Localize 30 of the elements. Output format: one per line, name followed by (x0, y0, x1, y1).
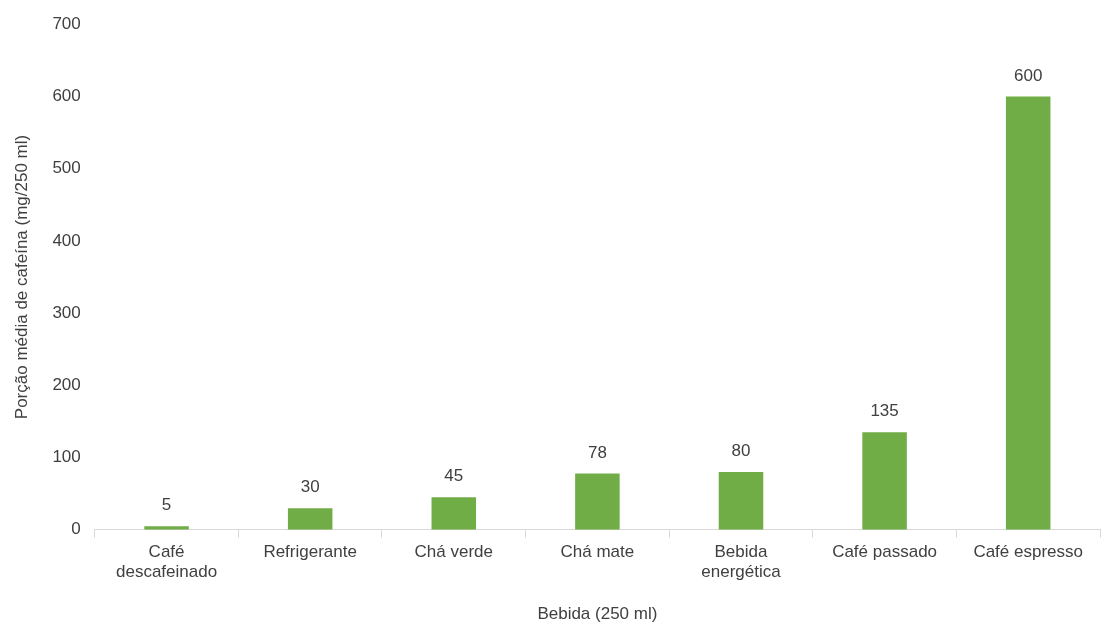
y-tick-label: 0 (71, 519, 81, 539)
x-tick-label: Refrigerante (263, 541, 357, 561)
data-label: 5 (161, 495, 172, 515)
y-tick-label: 500 (52, 158, 81, 178)
data-label: 78 (587, 442, 607, 462)
x-tick-label: Chá verde (414, 541, 493, 561)
y-tick-label: 600 (52, 86, 81, 106)
bar (862, 432, 907, 530)
x-axis-title: Bebida (250 ml) (537, 604, 658, 624)
bar (1005, 96, 1051, 530)
x-tick-label: Café passado (832, 541, 938, 561)
y-tick-label: 100 (52, 447, 81, 467)
data-label: 135 (870, 401, 899, 421)
bar (718, 472, 764, 530)
x-tick-label: Bebida energética (701, 541, 782, 582)
bar (287, 508, 333, 530)
data-label: 600 (1014, 65, 1043, 85)
y-tick-label: 700 (52, 13, 81, 33)
y-tick-label: 400 (52, 230, 81, 250)
bar (431, 497, 477, 530)
x-tick-label: Café espresso (973, 541, 1084, 561)
bar (575, 473, 620, 530)
y-tick-label: 300 (52, 302, 81, 322)
data-label: 80 (731, 441, 751, 461)
y-tick-label: 200 (52, 375, 81, 395)
x-tick-label: Chá mate (560, 541, 635, 561)
data-label: 30 (300, 477, 320, 497)
x-tick-label: Café descafeinado (116, 541, 218, 582)
y-axis-title: Porção média de cafeína (mg/250 ml) (11, 134, 31, 420)
data-label: 45 (444, 466, 464, 486)
